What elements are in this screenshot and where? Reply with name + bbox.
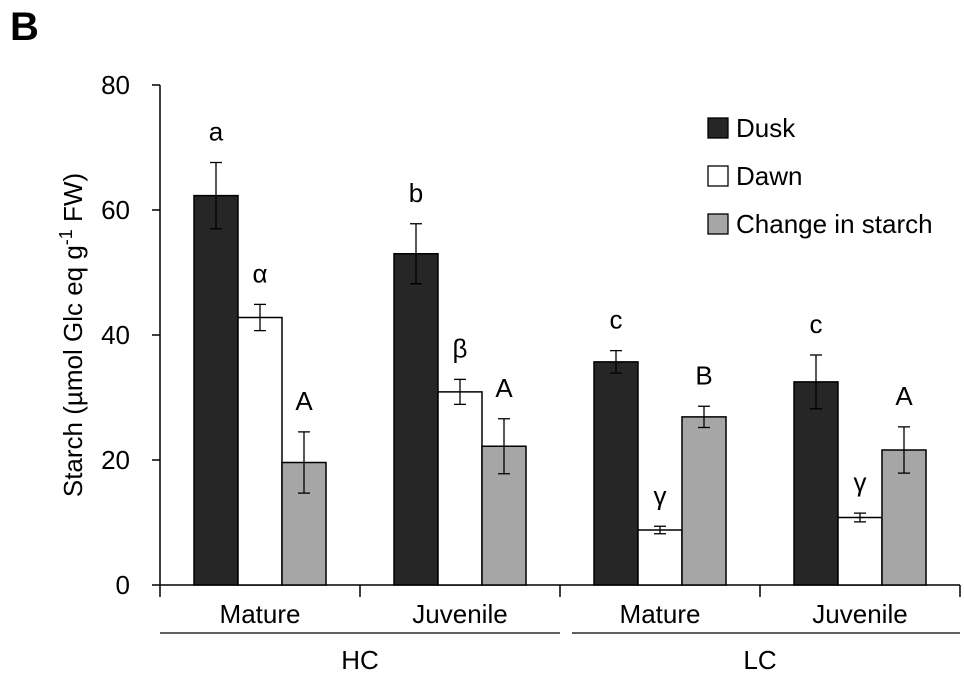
legend-swatch: [707, 117, 729, 139]
significance-letter: A: [895, 381, 913, 411]
legend-label: Dusk: [736, 113, 796, 143]
y-tick-label: 60: [101, 195, 130, 225]
significance-letter: c: [810, 309, 823, 339]
y-tick-label: 20: [101, 445, 130, 475]
panel-letter: B: [10, 5, 39, 49]
significance-letter: β: [453, 333, 468, 363]
bar-dusk: [593, 361, 639, 586]
significance-letter: γ: [854, 467, 867, 497]
bar-dawn: [437, 391, 483, 586]
significance-letter: γ: [654, 480, 667, 510]
category-label: Mature: [220, 599, 301, 629]
significance-letter: b: [409, 178, 423, 208]
legend-swatch: [707, 165, 729, 187]
significance-letter: A: [495, 373, 513, 403]
error-bars: [210, 161, 910, 535]
y-axis-label-superscript: -1: [56, 229, 76, 245]
y-tick-label: 40: [101, 320, 130, 350]
bar-dusk: [793, 381, 839, 586]
y-tick-label: 0: [116, 570, 130, 600]
category-label: Juvenile: [812, 599, 907, 629]
legend: Dusk Dawn Change in starch: [707, 113, 933, 239]
legend-swatch: [707, 213, 729, 235]
y-axis-label-main: Starch (µmol Glc eq g: [58, 245, 88, 497]
bar-dusk: [393, 253, 439, 586]
y-tick-label: 80: [101, 70, 130, 100]
category-label: Juvenile: [412, 599, 507, 629]
legend-label: Change in starch: [736, 209, 933, 239]
bar-change-in-starch: [681, 416, 727, 586]
x-axis-labels: Mature Juvenile Mature Juvenile HC LC: [160, 599, 960, 675]
legend-label: Dawn: [736, 161, 802, 191]
y-axis-label: Starch (µmol Glc eq g-1 FW): [56, 173, 88, 497]
significance-letter: α: [252, 258, 267, 288]
significance-letter: c: [610, 305, 623, 335]
significance-letter: A: [295, 386, 313, 416]
bar-dawn: [637, 529, 683, 586]
significance-letter: a: [209, 117, 224, 147]
y-axis-label-end: FW): [58, 173, 88, 229]
group-label: HC: [341, 645, 379, 675]
significance-letter: B: [695, 360, 712, 390]
bar-dawn: [237, 316, 283, 586]
bar-dusk: [193, 194, 239, 586]
group-label: LC: [743, 645, 776, 675]
category-label: Mature: [620, 599, 701, 629]
bar-dawn: [837, 516, 883, 586]
